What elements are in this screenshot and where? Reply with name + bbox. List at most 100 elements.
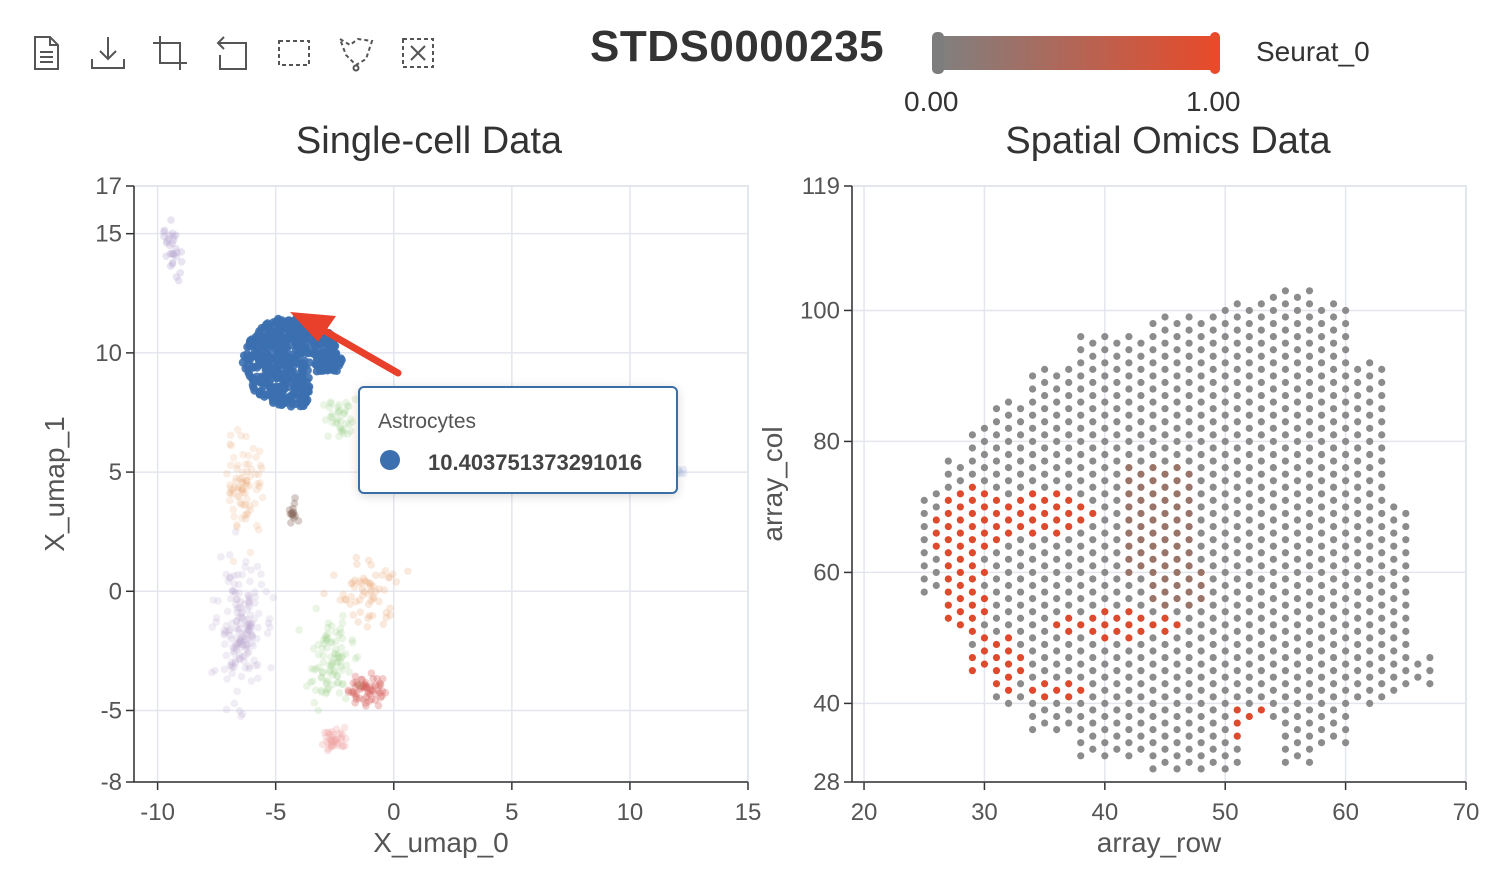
cell-point <box>368 686 377 695</box>
cell-point <box>314 640 322 649</box>
spot <box>1342 477 1350 485</box>
cell-point <box>235 603 243 612</box>
spot-high <box>1041 496 1049 504</box>
spot <box>1077 411 1085 419</box>
cell-point <box>371 689 380 698</box>
spot <box>1233 745 1241 753</box>
cell-point <box>255 609 263 618</box>
spot <box>1245 516 1253 524</box>
cell-point <box>173 248 181 257</box>
spot <box>1233 575 1241 583</box>
spot <box>1137 732 1145 740</box>
annotation-arrow-head <box>290 312 336 342</box>
spot <box>1185 339 1193 347</box>
spot <box>1305 653 1314 662</box>
colorbar[interactable] <box>932 32 1220 74</box>
lasso-select-icon[interactable] <box>332 30 380 76</box>
spot <box>992 405 1001 413</box>
spot <box>1101 647 1109 655</box>
spot-high <box>980 542 989 550</box>
spot <box>1257 680 1265 688</box>
spot <box>1269 516 1277 524</box>
spot <box>1293 503 1302 511</box>
astrocyte-point <box>266 359 276 368</box>
spot-high <box>1053 529 1061 537</box>
cell-point <box>225 551 234 559</box>
spot <box>1269 568 1277 577</box>
cell-point <box>239 501 248 510</box>
spot <box>1089 575 1097 583</box>
spot <box>1149 464 1157 472</box>
spot <box>1149 542 1157 550</box>
cell-point <box>172 252 181 261</box>
cell-point <box>326 638 335 647</box>
cell-point <box>238 613 246 621</box>
spot <box>1053 581 1061 590</box>
spot <box>1101 490 1109 498</box>
spatial-y-tick-label: 100 <box>800 297 840 324</box>
cell-point <box>362 693 371 702</box>
spot <box>1269 411 1277 419</box>
spot <box>1113 431 1121 439</box>
astrocyte-point <box>300 398 310 407</box>
spot <box>1257 300 1265 308</box>
clear-selection-icon[interactable] <box>394 30 442 76</box>
spot <box>1378 365 1386 373</box>
spot <box>1305 732 1314 740</box>
crop-icon[interactable] <box>146 30 194 76</box>
cell-point <box>320 639 329 648</box>
spot <box>1378 627 1386 635</box>
cell-point <box>164 235 173 243</box>
spot <box>1004 581 1013 590</box>
spot <box>1161 640 1169 649</box>
cell-point <box>234 485 242 494</box>
cell-point <box>233 523 241 531</box>
spot <box>920 522 928 531</box>
cell-point <box>265 615 274 623</box>
spot <box>1077 608 1085 616</box>
spot <box>1053 634 1061 642</box>
spot <box>1197 424 1205 432</box>
spot <box>1305 339 1314 347</box>
spot <box>1137 719 1145 727</box>
spot <box>1269 555 1277 563</box>
spot <box>1125 450 1133 459</box>
box-select-icon[interactable] <box>270 30 318 76</box>
spot <box>1281 313 1290 321</box>
spot <box>1004 699 1013 708</box>
cell-point <box>231 477 240 486</box>
spot <box>1378 693 1386 701</box>
spot <box>1016 562 1025 570</box>
spot <box>1342 581 1350 590</box>
spot <box>1173 529 1181 537</box>
cell-point <box>230 649 239 658</box>
cell-point <box>334 650 342 659</box>
umap-x-tick-label: -10 <box>140 799 175 826</box>
cell-point <box>208 623 217 632</box>
spot <box>1089 667 1097 675</box>
undo-icon[interactable] <box>208 30 256 76</box>
spot <box>1281 457 1290 465</box>
spot <box>1185 431 1193 439</box>
download-icon[interactable] <box>84 30 132 76</box>
spot <box>1269 673 1277 681</box>
spot-high <box>1101 621 1109 629</box>
spot <box>920 496 928 504</box>
spot <box>1077 581 1085 590</box>
spot <box>1209 667 1217 675</box>
spot <box>1378 562 1386 570</box>
spot <box>1089 562 1097 570</box>
spot <box>1329 339 1338 347</box>
cell-point <box>358 682 366 691</box>
cell-point <box>232 617 241 625</box>
spot <box>1281 287 1290 295</box>
colorbar-min-handle <box>932 32 944 74</box>
spot <box>1281 732 1290 740</box>
file-icon[interactable] <box>22 30 70 76</box>
cell-point <box>262 587 271 596</box>
spot <box>1293 568 1302 577</box>
spot-high <box>1137 627 1145 635</box>
spot <box>1293 450 1302 459</box>
spot <box>1041 418 1049 426</box>
